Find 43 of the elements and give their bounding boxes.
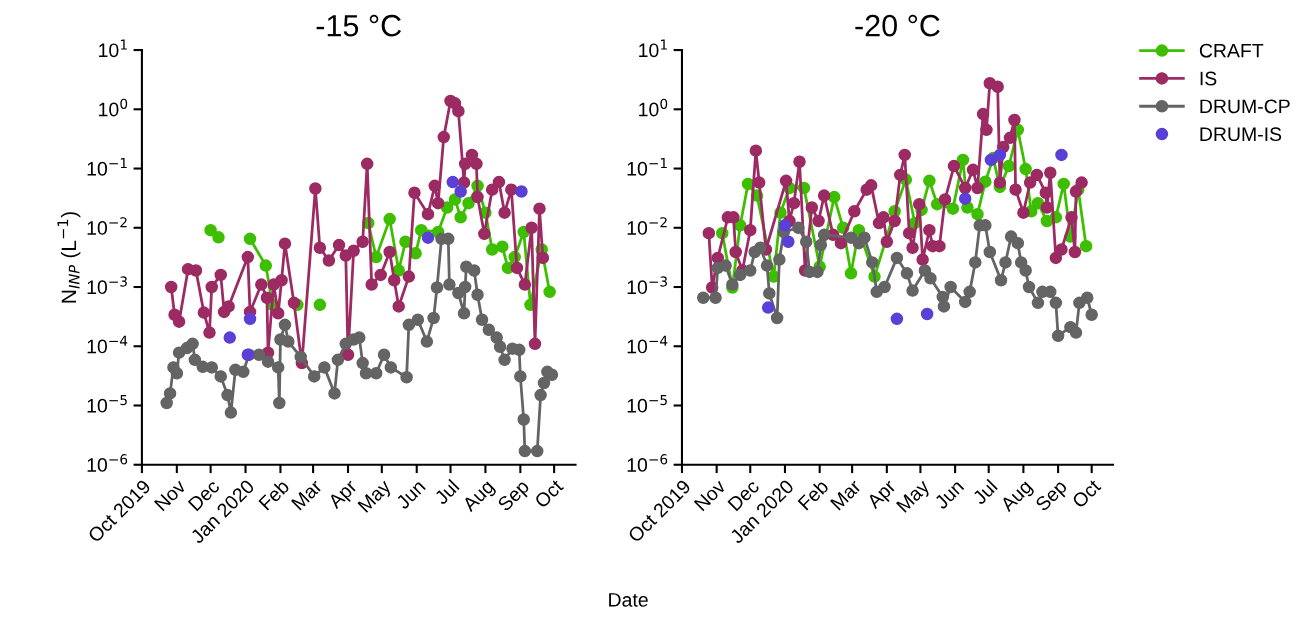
x-axis-title: Date	[609, 593, 648, 607]
x-tick-label: Sep	[496, 478, 533, 515]
x-tick-label: Aug	[461, 479, 498, 516]
y-tick-label: 10$^{0}$	[639, 98, 668, 117]
y-tick-label: 10$^{−6}$	[87, 454, 128, 472]
x-tick-label: Sep	[1034, 478, 1071, 515]
x-tick-label: Jun	[395, 479, 426, 510]
y-tick-label: 10$^{−5}$	[627, 395, 667, 413]
x-tick-label: Mar	[830, 478, 862, 511]
y-tick-label: 10$^{1}$	[99, 39, 127, 58]
x-tick-label: Nov	[154, 478, 187, 512]
x-tick-label: Oct	[1071, 478, 1102, 509]
x-tick-label: Feb	[797, 478, 830, 511]
y-tick-label: 10$^{−2}$	[627, 217, 667, 235]
x-tick-label: Jul	[971, 478, 998, 506]
y-tick-label: 10$^{−1}$	[87, 158, 127, 176]
x-tick-label: Nov	[693, 478, 727, 512]
chart-title: -20 °C	[855, 14, 940, 37]
y-tick-label: 10$^{−4}$	[87, 335, 128, 354]
y-tick-label: 10$^{−3}$	[627, 276, 667, 295]
legend-label: CRAFT	[1199, 43, 1264, 58]
y-tick-label: 10$^{−4}$	[627, 335, 668, 354]
y-tick-label: 10$^{0}$	[99, 98, 128, 117]
x-tick-label: May	[896, 478, 934, 516]
x-tick-label: Jun	[933, 479, 965, 510]
legend-label: DRUM-CP	[1200, 99, 1290, 114]
y-tick-label: 10$^{−6}$	[627, 454, 668, 472]
x-tick-label: Dec	[727, 478, 760, 512]
y-tick-label: 10$^{−2}$	[87, 217, 127, 235]
x-tick-label: Oct	[533, 478, 565, 509]
x-tick-label: Aug	[999, 479, 1036, 516]
legend-label: DRUM-IS	[1200, 127, 1282, 142]
x-tick-label: Feb	[257, 478, 290, 511]
y-tick-label: 10$^{−3}$	[87, 276, 127, 295]
x-tick-label: Jul	[433, 478, 460, 506]
y-axis-title: N$_{INP}$ (L$^{−1}$)	[57, 212, 81, 303]
y-tick-label: 10$^{1}$	[639, 39, 667, 58]
x-tick-label: Mar	[291, 478, 323, 511]
x-tick-label: May	[357, 478, 395, 516]
legend-label: IS	[1200, 71, 1217, 86]
y-tick-label: 10$^{−5}$	[87, 395, 127, 413]
y-tick-label: 10$^{−1}$	[627, 158, 667, 176]
chart-title: -15 °C	[316, 14, 402, 37]
